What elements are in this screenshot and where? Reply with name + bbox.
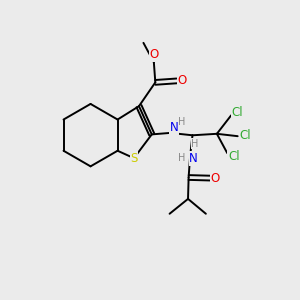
Text: H: H	[191, 139, 199, 148]
Text: O: O	[178, 74, 187, 87]
Text: Cl: Cl	[240, 129, 251, 142]
Text: H: H	[178, 154, 185, 164]
Text: H: H	[178, 117, 186, 127]
Text: N: N	[169, 121, 178, 134]
Text: Cl: Cl	[228, 150, 240, 163]
Text: S: S	[130, 152, 138, 165]
Text: Cl: Cl	[232, 106, 244, 119]
Text: N: N	[189, 152, 198, 165]
Text: O: O	[149, 48, 158, 61]
Text: O: O	[211, 172, 220, 184]
